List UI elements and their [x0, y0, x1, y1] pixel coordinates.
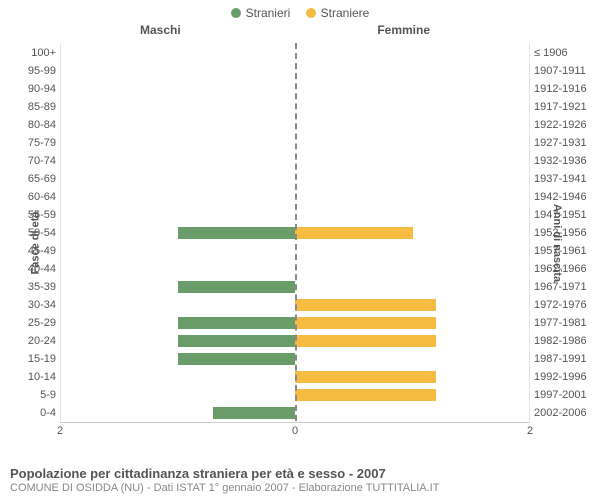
age-label: 80-84: [12, 116, 56, 134]
birth-label: 2002-2006: [534, 404, 596, 422]
birth-label: 1957-1961: [534, 242, 596, 260]
legend: Stranieri Straniere: [0, 0, 600, 21]
age-label: 0-4: [12, 404, 56, 422]
bar-male: [178, 281, 296, 293]
age-label: 5-9: [12, 386, 56, 404]
birth-label: 1927-1931: [534, 134, 596, 152]
age-label: 65-69: [12, 170, 56, 188]
caption-main: Popolazione per cittadinanza straniera p…: [10, 466, 439, 481]
bar-male: [213, 407, 295, 419]
birth-label: 1977-1981: [534, 314, 596, 332]
age-label: 30-34: [12, 296, 56, 314]
bar-female: [295, 371, 436, 383]
bar-female: [295, 227, 413, 239]
birth-label: 1992-1996: [534, 368, 596, 386]
bar-male: [178, 353, 296, 365]
x-axis: 2 0 2: [60, 422, 530, 443]
age-label: 15-19: [12, 350, 56, 368]
bar-male: [178, 335, 296, 347]
birth-label: 1937-1941: [534, 170, 596, 188]
age-label: 70-74: [12, 152, 56, 170]
birth-label: 1922-1926: [534, 116, 596, 134]
legend-label-straniere: Straniere: [321, 6, 370, 20]
age-label: 100+: [12, 44, 56, 62]
column-headers: Maschi Femmine: [0, 23, 600, 39]
birth-label: 1947-1951: [534, 206, 596, 224]
center-line: [295, 43, 297, 421]
birth-label: 1932-1936: [534, 152, 596, 170]
caption: Popolazione per cittadinanza straniera p…: [10, 466, 439, 494]
birth-label: 1982-1986: [534, 332, 596, 350]
age-label: 10-14: [12, 368, 56, 386]
age-label: 95-99: [12, 62, 56, 80]
age-label: 75-79: [12, 134, 56, 152]
age-label: 40-44: [12, 260, 56, 278]
header-maschi: Maschi: [140, 23, 181, 37]
age-label: 60-64: [12, 188, 56, 206]
bar-male: [178, 227, 296, 239]
bar-female: [295, 335, 436, 347]
x-tick: 2: [57, 425, 63, 437]
age-label: 85-89: [12, 98, 56, 116]
birth-label: 1912-1916: [534, 80, 596, 98]
caption-sub: COMUNE DI OSIDDA (NU) - Dati ISTAT 1° ge…: [10, 482, 439, 494]
age-label: 45-49: [12, 242, 56, 260]
header-femmine: Femmine: [377, 23, 430, 37]
age-label: 50-54: [12, 224, 56, 242]
legend-item-stranieri: Stranieri: [231, 6, 291, 20]
legend-item-straniere: Straniere: [306, 6, 370, 20]
birth-label: 1967-1971: [534, 278, 596, 296]
age-label: 25-29: [12, 314, 56, 332]
x-tick: 0: [292, 425, 298, 437]
birth-label: 1942-1946: [534, 188, 596, 206]
legend-dot-stranieri: [231, 8, 241, 18]
birth-label: 1952-1956: [534, 224, 596, 242]
chart: Fasce di età Anni di nascita 100+≤ 19069…: [0, 43, 600, 443]
birth-label: 1972-1976: [534, 296, 596, 314]
bar-female: [295, 317, 436, 329]
age-label: 55-59: [12, 206, 56, 224]
bar-male: [178, 317, 296, 329]
birth-label: 1987-1991: [534, 350, 596, 368]
age-label: 35-39: [12, 278, 56, 296]
bar-female: [295, 389, 436, 401]
birth-label: 1997-2001: [534, 386, 596, 404]
birth-label: 1907-1911: [534, 62, 596, 80]
bar-female: [295, 299, 436, 311]
birth-label: ≤ 1906: [534, 44, 596, 62]
legend-label-stranieri: Stranieri: [246, 6, 291, 20]
age-label: 20-24: [12, 332, 56, 350]
legend-dot-straniere: [306, 8, 316, 18]
birth-label: 1917-1921: [534, 98, 596, 116]
birth-label: 1962-1966: [534, 260, 596, 278]
age-label: 90-94: [12, 80, 56, 98]
x-tick: 2: [527, 425, 533, 437]
